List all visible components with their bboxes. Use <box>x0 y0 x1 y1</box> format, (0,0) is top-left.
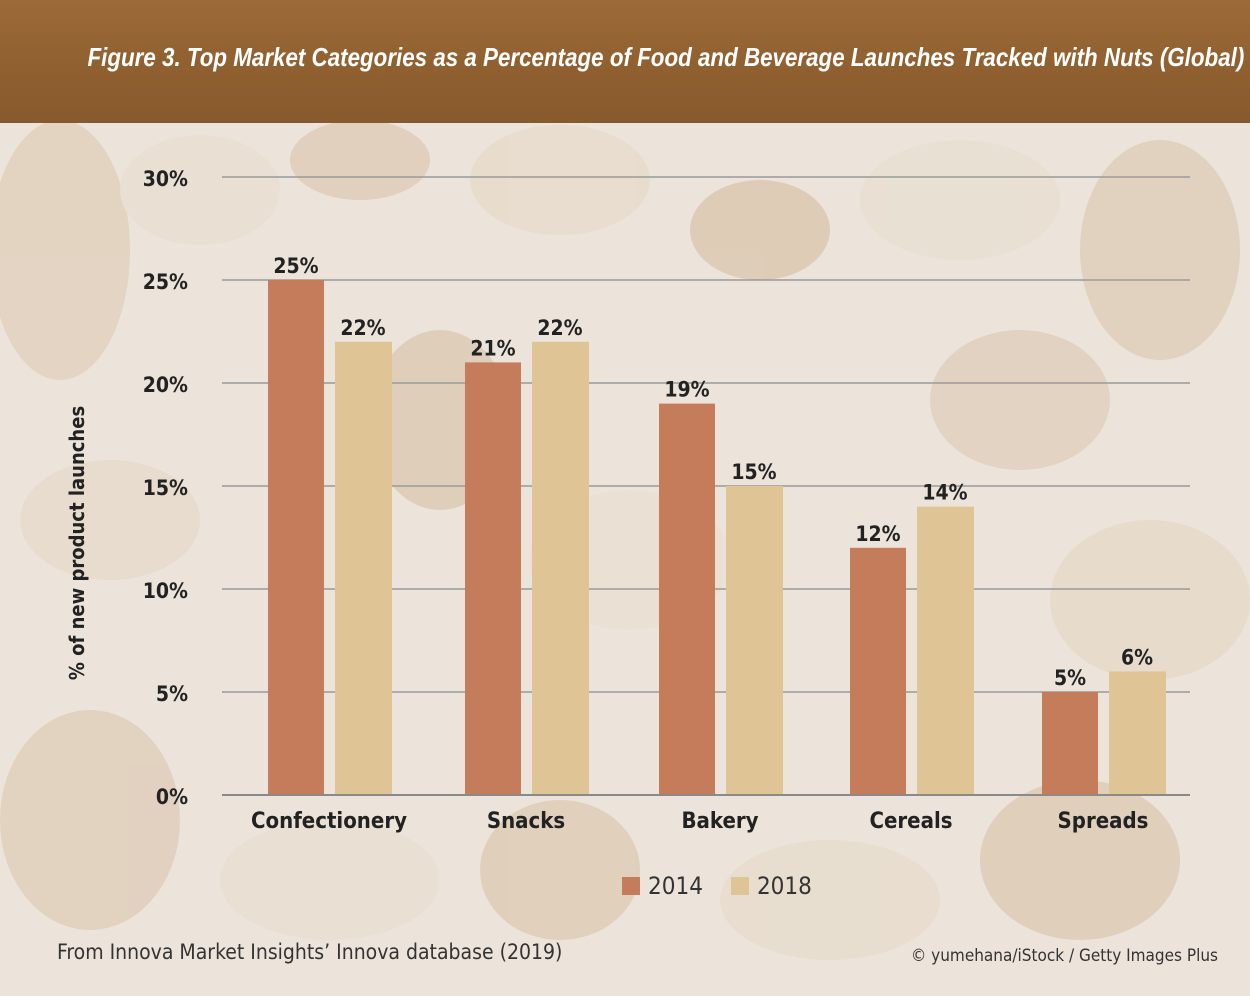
data-label-confectionery-2014: 25% <box>273 254 318 278</box>
bar-cereals-2018 <box>917 506 974 795</box>
bar-spreads-2018 <box>1109 671 1166 795</box>
data-labels: 25% 22% 21% 22% 19% 15% 12% 14% 5% 6% <box>273 254 1153 690</box>
category-label-confectionery: Confectionery <box>251 809 407 834</box>
y-tick-label: 30% <box>143 167 188 191</box>
legend-label-2014: 2014 <box>648 872 703 900</box>
bar-cereals-2014 <box>850 547 906 795</box>
data-label-bakery-2018: 15% <box>731 460 776 484</box>
category-label-snacks: Snacks <box>487 809 565 834</box>
y-tick-label: 25% <box>143 270 188 294</box>
y-tick-label: 15% <box>143 476 188 500</box>
source-note: From Innova Market Insights’ Innova data… <box>57 940 563 964</box>
data-label-bakery-2014: 19% <box>664 378 709 402</box>
image-credit: © yumehana/iStock / Getty Images Plus <box>911 946 1218 966</box>
data-label-cereals-2018: 14% <box>922 481 967 505</box>
y-tick-label: 0% <box>156 785 188 809</box>
data-label-spreads-2018: 6% <box>1121 645 1153 669</box>
data-label-snacks-2014: 21% <box>470 336 515 360</box>
legend-item-2014: 2014 <box>622 872 703 900</box>
data-label-confectionery-2018: 22% <box>340 316 385 340</box>
legend-item-2018: 2018 <box>730 872 812 900</box>
bar-snacks-2018 <box>532 341 589 795</box>
legend-swatch-2018 <box>730 877 749 895</box>
y-axis-ticks: 0% 5% 10% 15% 20% 25% 30% <box>143 167 188 809</box>
data-label-snacks-2018: 22% <box>537 316 582 340</box>
y-axis-label: % of new product launches <box>65 406 89 680</box>
legend: 2014 2018 <box>622 872 812 900</box>
data-label-cereals-2014: 12% <box>855 522 900 546</box>
bar-bakery-2018 <box>726 486 783 795</box>
category-label-spreads: Spreads <box>1058 809 1149 834</box>
y-tick-label: 5% <box>156 682 188 706</box>
bar-spreads-2014 <box>1042 692 1098 795</box>
category-label-cereals: Cereals <box>869 809 952 834</box>
legend-swatch-2014 <box>622 877 640 895</box>
y-tick-label: 20% <box>143 373 188 397</box>
data-label-spreads-2014: 5% <box>1054 666 1086 690</box>
chart-title: Figure 3. Top Market Categories as a Per… <box>87 42 1245 72</box>
bar-snacks-2014 <box>465 362 521 795</box>
bar-confectionery-2014 <box>268 280 324 795</box>
category-label-bakery: Bakery <box>681 809 758 834</box>
y-tick-label: 10% <box>143 579 188 603</box>
title-banner: Figure 3. Top Market Categories as a Per… <box>0 0 1250 123</box>
bar-bakery-2014 <box>659 403 715 795</box>
bars <box>268 280 1166 795</box>
category-labels: Confectionery Snacks Bakery Cereals Spreads <box>251 809 1148 834</box>
legend-label-2018: 2018 <box>756 872 812 900</box>
bar-confectionery-2018 <box>335 341 392 795</box>
